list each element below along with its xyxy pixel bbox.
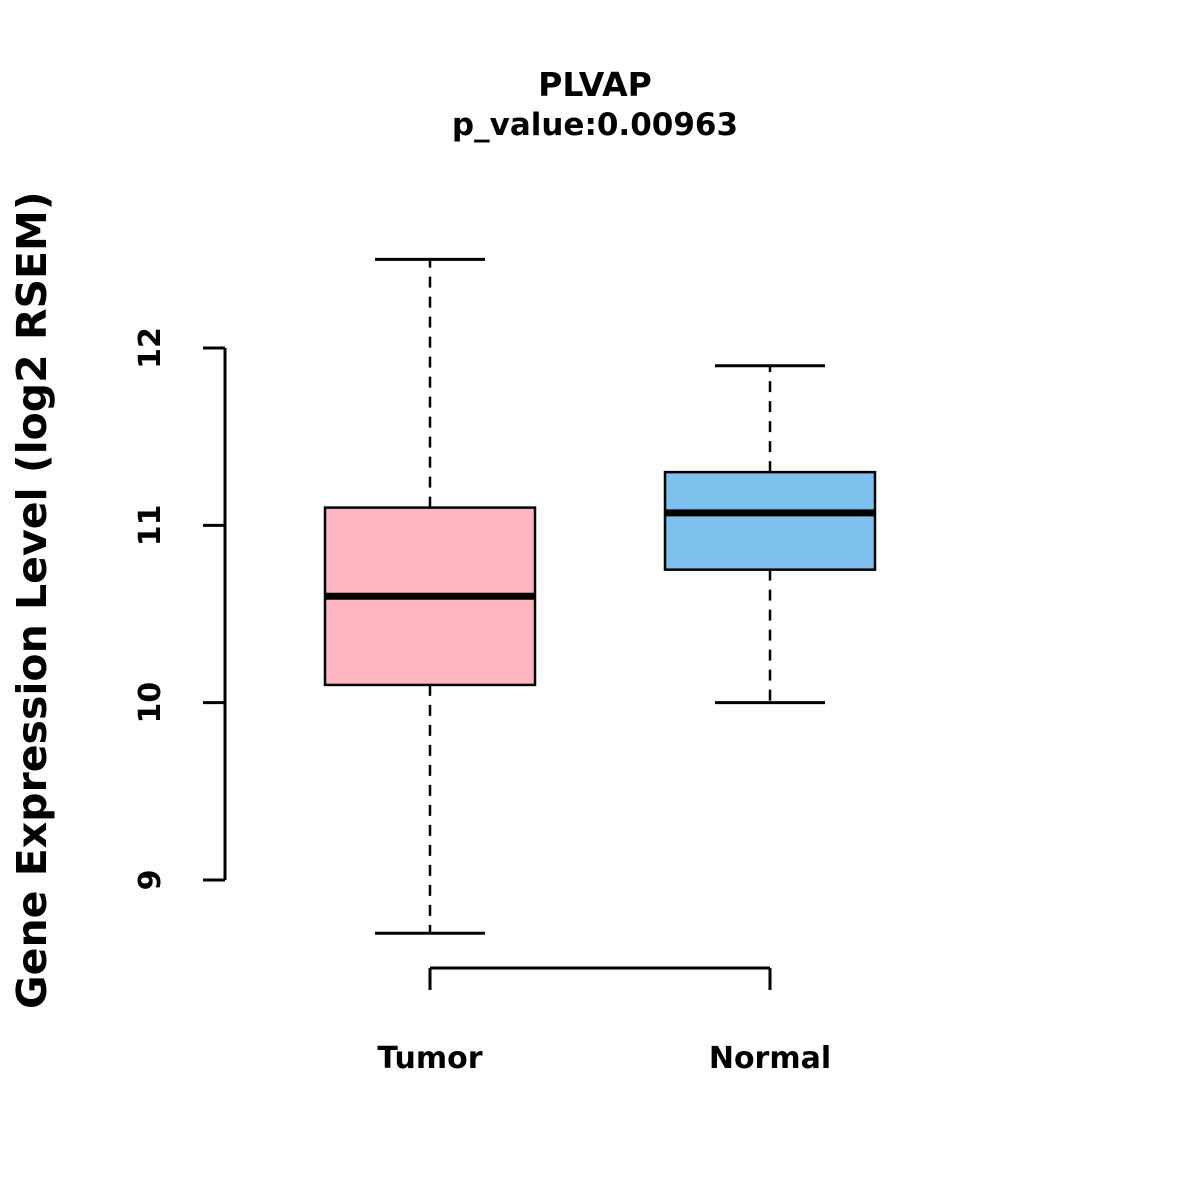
category-label-tumor: Tumor xyxy=(377,1041,482,1076)
y-axis-tick-label: 9 xyxy=(133,870,168,891)
y-axis-tick-label: 12 xyxy=(133,327,168,369)
y-axis-tick-label: 11 xyxy=(133,504,168,546)
y-axis-tick-label: 10 xyxy=(133,682,168,724)
chart-subtitle-pvalue: p_value:0.00963 xyxy=(451,107,739,143)
category-label-normal: Normal xyxy=(709,1041,831,1076)
title-block: PLVAP p_value:0.00963 xyxy=(225,68,965,149)
box-normal xyxy=(663,470,877,571)
chart-title: PLVAP xyxy=(538,65,652,104)
